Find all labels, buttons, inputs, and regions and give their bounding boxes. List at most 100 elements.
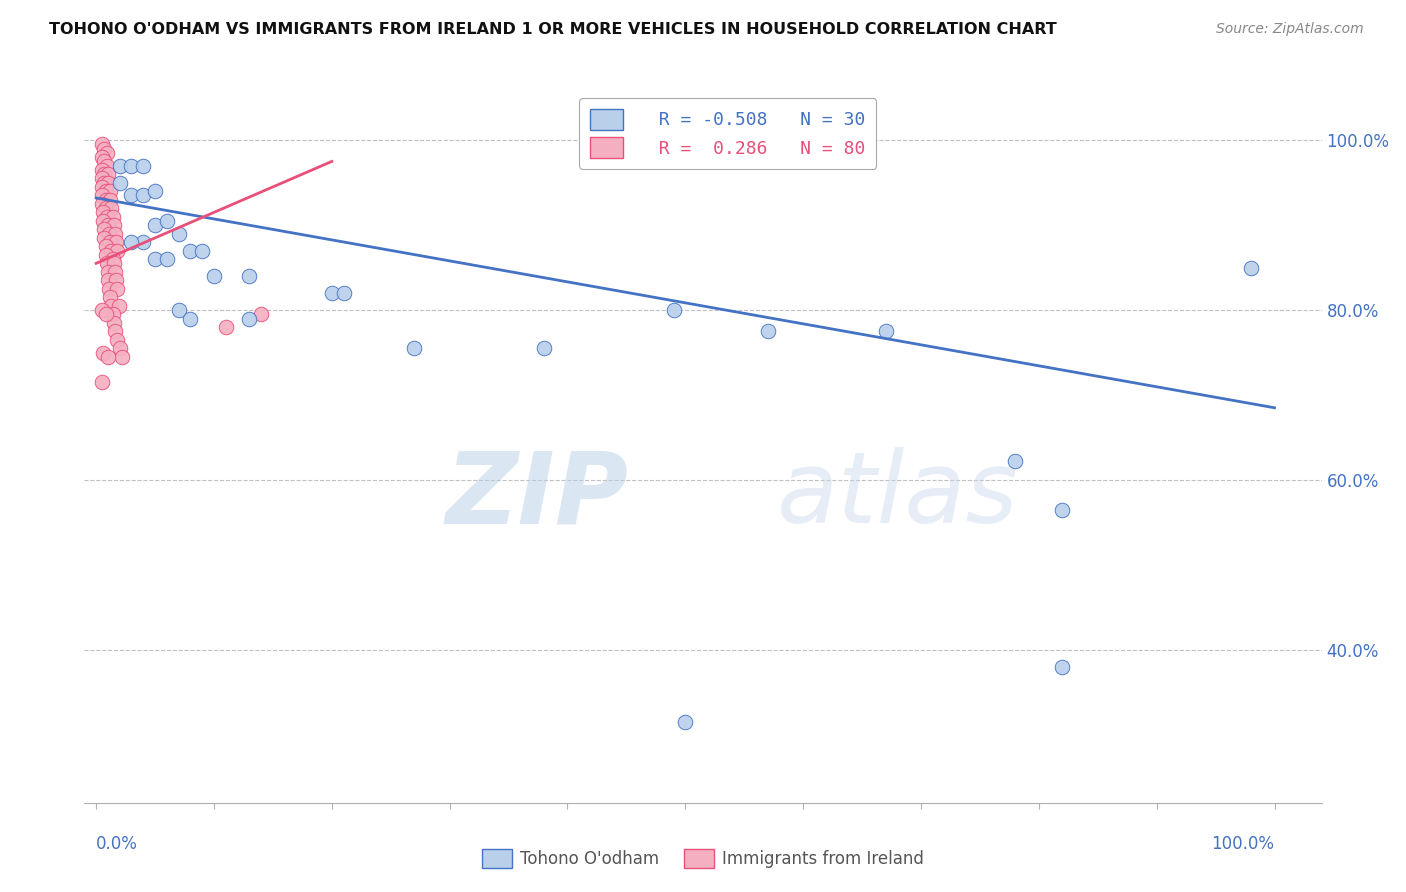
Point (1004, 454, 1026, 468)
Point (121, 188, 143, 202)
Text: TOHONO O'ODHAM VS IMMIGRANTS FROM IRELAND 1 OR MORE VEHICLES IN HOUSEHOLD CORREL: TOHONO O'ODHAM VS IMMIGRANTS FROM IRELAN… (49, 22, 1057, 37)
Point (332, 286, 354, 301)
Point (91, 376, 114, 390)
Point (238, 311, 260, 326)
Point (94, 239, 117, 253)
Point (97, 218, 120, 232)
Point (107, 299, 129, 313)
Point (94, 184, 117, 198)
Text: 0.0%: 0.0% (96, 835, 138, 853)
Point (103, 256, 125, 270)
Legend: Tohono O'odham, Immigrants from Ireland: Tohono O'odham, Immigrants from Ireland (475, 842, 931, 875)
Point (94, 201, 117, 215)
Point (98, 227, 121, 241)
Point (91, 188, 114, 202)
Point (93, 222, 115, 236)
Point (91, 180, 114, 194)
Point (94, 307, 117, 321)
Point (100, 244, 122, 258)
Point (98, 193, 121, 207)
Point (215, 320, 238, 334)
Point (105, 273, 128, 287)
Point (91, 205, 114, 219)
Point (101, 307, 124, 321)
Point (97, 265, 120, 279)
Point (91, 150, 114, 164)
Text: atlas: atlas (778, 448, 1019, 544)
Point (94, 248, 117, 262)
Point (98, 282, 121, 296)
Point (96, 256, 118, 270)
Point (1240, 260, 1263, 275)
Point (167, 227, 190, 241)
Point (321, 286, 343, 301)
Point (662, 303, 685, 318)
Point (179, 244, 201, 258)
Point (103, 218, 125, 232)
Text: 100.0%: 100.0% (1212, 835, 1274, 853)
Point (143, 184, 166, 198)
Point (96, 159, 118, 173)
Point (1052, 502, 1074, 516)
Point (98, 235, 121, 249)
Point (143, 218, 166, 232)
Point (167, 303, 190, 318)
Point (105, 235, 128, 249)
Point (404, 341, 426, 355)
Point (100, 201, 122, 215)
Point (103, 316, 125, 330)
Point (132, 159, 155, 173)
Point (91, 214, 114, 228)
Point (93, 176, 115, 190)
Point (100, 299, 122, 313)
Point (238, 269, 260, 284)
Point (97, 350, 120, 364)
Point (93, 142, 115, 156)
Point (91, 197, 114, 211)
Point (101, 252, 124, 266)
Point (121, 159, 143, 173)
Point (108, 341, 131, 355)
Point (156, 214, 179, 228)
Point (202, 269, 225, 284)
Point (93, 154, 115, 169)
Point (1052, 660, 1074, 674)
Point (97, 176, 120, 190)
Point (156, 252, 179, 266)
Point (94, 193, 117, 207)
Point (101, 210, 124, 224)
Point (179, 311, 201, 326)
Text: ZIP: ZIP (446, 448, 628, 544)
Point (98, 290, 121, 304)
Point (105, 282, 128, 296)
Point (105, 244, 128, 258)
Point (98, 184, 121, 198)
Point (91, 137, 114, 152)
Point (132, 188, 155, 202)
Point (91, 162, 114, 177)
Point (143, 252, 166, 266)
Point (533, 341, 555, 355)
Point (96, 145, 118, 160)
Point (756, 324, 779, 338)
Point (97, 273, 120, 287)
Text: Source: ZipAtlas.com: Source: ZipAtlas.com (1216, 22, 1364, 37)
Point (97, 167, 120, 181)
Legend:   R = -0.508   N = 30,   R =  0.286   N = 80: R = -0.508 N = 30, R = 0.286 N = 80 (579, 98, 876, 169)
Point (91, 345, 114, 359)
Point (91, 171, 114, 186)
Point (93, 167, 115, 181)
Point (111, 350, 134, 364)
Point (104, 227, 127, 241)
Point (121, 235, 143, 249)
Point (104, 265, 127, 279)
Point (108, 176, 131, 190)
Point (91, 303, 114, 318)
Point (93, 231, 115, 245)
Point (132, 235, 155, 249)
Point (104, 324, 127, 338)
Point (191, 244, 214, 258)
Point (96, 210, 118, 224)
Point (250, 307, 273, 321)
Point (875, 324, 897, 338)
